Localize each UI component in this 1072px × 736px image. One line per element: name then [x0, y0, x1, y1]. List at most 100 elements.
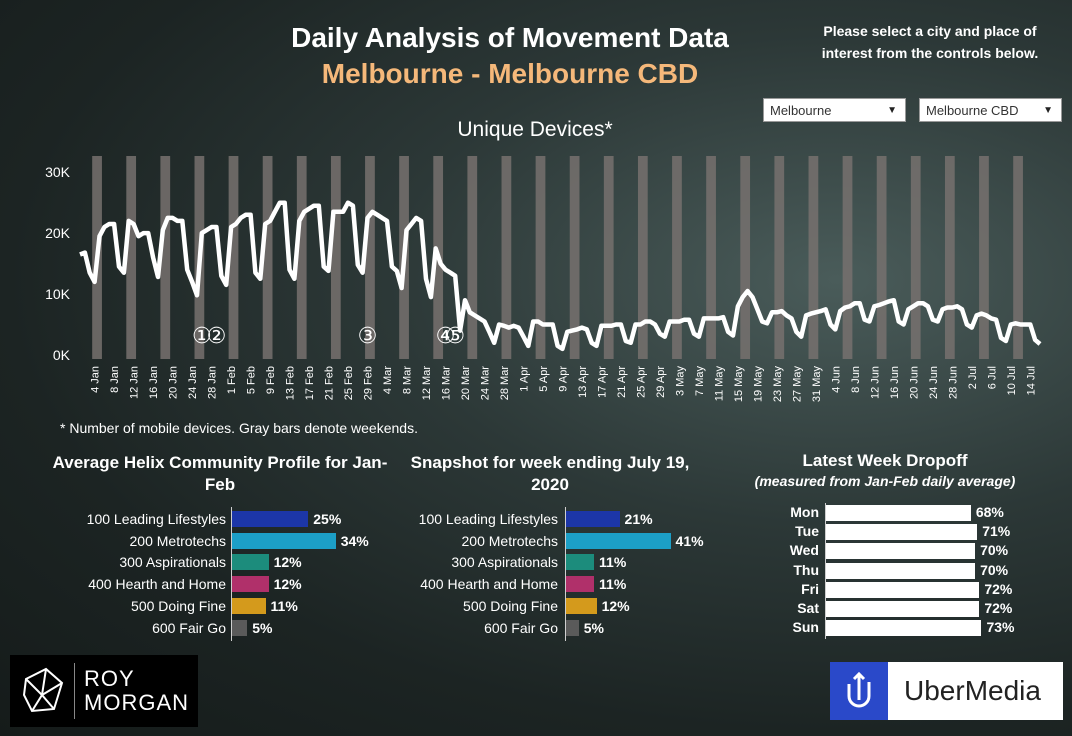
- day-label: Mon: [790, 504, 819, 520]
- bar: [232, 576, 269, 593]
- dropoff-subtitle: (measured from Jan-Feb daily average): [754, 473, 1016, 489]
- x-tick-label: 28 Mar: [499, 366, 511, 401]
- value-label: 41%: [675, 532, 704, 549]
- weekend-bar: [876, 156, 887, 359]
- city-select[interactable]: Melbourne ▼: [763, 98, 906, 122]
- x-tick-label: 2 Jul: [967, 366, 979, 389]
- ubermedia-wordmark: UberMedia: [904, 675, 1041, 706]
- x-tick-label: 9 Apr: [557, 366, 569, 392]
- x-tick-label: 12 Jan: [129, 366, 141, 399]
- value-label: 72%: [984, 600, 1013, 616]
- x-tick-label: 19 May: [752, 366, 764, 403]
- category-label: 600 Fair Go: [484, 619, 558, 636]
- x-tick-label: 29 Feb: [363, 366, 375, 400]
- bar: [566, 576, 595, 593]
- x-tick-label: 10 Jul: [1006, 366, 1018, 395]
- value-label: 11%: [599, 554, 627, 571]
- roy-morgan-mark-icon: [22, 667, 64, 713]
- ubermedia-mark-icon: [830, 662, 888, 720]
- ubermedia-logo: UberMedia: [830, 662, 1063, 720]
- value-label: 5%: [252, 619, 273, 636]
- x-tick-label: 23 May: [772, 366, 784, 403]
- event-annotation: ①: [192, 324, 212, 349]
- day-label: Wed: [789, 542, 819, 559]
- value-label: 71%: [982, 523, 1011, 540]
- category-label: 500 Doing Fine: [131, 597, 226, 614]
- bar: [566, 532, 671, 549]
- x-tick-label: 11 May: [713, 366, 725, 402]
- category-label: 100 Leading Lifestyles: [86, 511, 226, 527]
- event-annotation: ⑤: [445, 324, 465, 349]
- event-annotation: ④: [436, 324, 456, 349]
- x-tick-label: 8 Mar: [401, 366, 413, 394]
- day-label: Sun: [792, 619, 819, 636]
- x-tick-label: 15 May: [733, 366, 745, 403]
- page-title: Daily Analysis of Movement Data: [291, 22, 729, 53]
- x-tick-label: 17 Feb: [304, 366, 316, 400]
- weekend-bar: [637, 156, 648, 359]
- bar: [232, 511, 309, 527]
- weekend-bar: [365, 156, 375, 359]
- y-tick-label: 0K: [53, 347, 71, 363]
- page-subtitle: Melbourne - Melbourne CBD: [321, 58, 699, 89]
- x-tick-label: 20 Jan: [168, 366, 180, 399]
- city-select-value: Melbourne: [770, 103, 832, 118]
- category-label: 600 Fair Go: [152, 619, 226, 636]
- x-tick-label: 24 Jun: [928, 366, 940, 399]
- weekend-bar: [808, 156, 819, 359]
- x-tick-label: 21 Feb: [324, 366, 336, 400]
- weekend-bar: [467, 156, 478, 359]
- x-tick-label: 16 Mar: [440, 366, 452, 401]
- bar: [232, 597, 266, 614]
- weekend-bar: [910, 156, 921, 359]
- value-label: 25%: [313, 511, 342, 527]
- dropoff-title: Latest Week Dropoff: [802, 451, 968, 470]
- x-tick-label: 31 May: [811, 366, 823, 403]
- line-chart-title: Unique Devices*: [457, 118, 613, 141]
- category-label: 400 Hearth and Home: [88, 576, 226, 593]
- place-select[interactable]: Melbourne CBD ▼: [919, 98, 1062, 122]
- bar: [566, 619, 579, 636]
- value-label: 70%: [980, 542, 1009, 559]
- x-tick-label: 9 Feb: [265, 366, 277, 394]
- value-label: 11%: [599, 576, 627, 593]
- x-tick-label: 24 Jan: [187, 366, 199, 399]
- weekend-bar: [672, 156, 682, 359]
- x-tick-label: 7 May: [694, 366, 706, 396]
- roy-morgan-wordmark: ROY MORGAN: [84, 667, 189, 715]
- value-label: 68%: [975, 504, 1004, 520]
- weekend-bar: [842, 156, 853, 359]
- x-tick-label: 4 Mar: [382, 366, 394, 394]
- x-tick-label: 1 Feb: [226, 366, 238, 394]
- y-tick-label: 10K: [45, 286, 71, 302]
- weekend-bar: [1013, 156, 1023, 359]
- day-label: Thu: [793, 561, 819, 578]
- weekend-bar: [296, 156, 307, 359]
- value-label: 21%: [624, 511, 653, 527]
- bar: [826, 601, 980, 617]
- value-label: 73%: [986, 619, 1015, 636]
- weekend-bar: [535, 156, 546, 359]
- x-tick-label: 8 Jan: [109, 366, 121, 393]
- snapshot-title: Snapshot for week ending July 19, 2020: [410, 453, 690, 494]
- x-tick-label: 20 Jun: [908, 366, 920, 399]
- weekend-bar: [740, 156, 751, 359]
- logo-divider: [74, 663, 75, 719]
- weekend-bar: [228, 156, 239, 359]
- x-tick-label: 8 Jun: [850, 366, 862, 393]
- weekend-bar: [126, 156, 137, 359]
- bar: [566, 597, 597, 614]
- instructions-text: Please select a city and place of intere…: [821, 23, 1039, 61]
- x-tick-label: 28 Jan: [207, 366, 219, 399]
- x-tick-label: 3 May: [674, 366, 686, 396]
- weekend-bar: [706, 156, 716, 359]
- bar: [232, 619, 248, 636]
- x-tick-label: 6 Jul: [986, 366, 998, 389]
- weekend-bar: [944, 156, 955, 359]
- day-label: Fri: [801, 580, 819, 597]
- category-label: 100 Leading Lifestyles: [418, 511, 558, 527]
- x-tick-label: 5 Feb: [246, 366, 258, 394]
- bar: [826, 524, 978, 541]
- x-tick-label: 28 Jun: [947, 366, 959, 399]
- x-tick-label: 13 Feb: [285, 366, 297, 400]
